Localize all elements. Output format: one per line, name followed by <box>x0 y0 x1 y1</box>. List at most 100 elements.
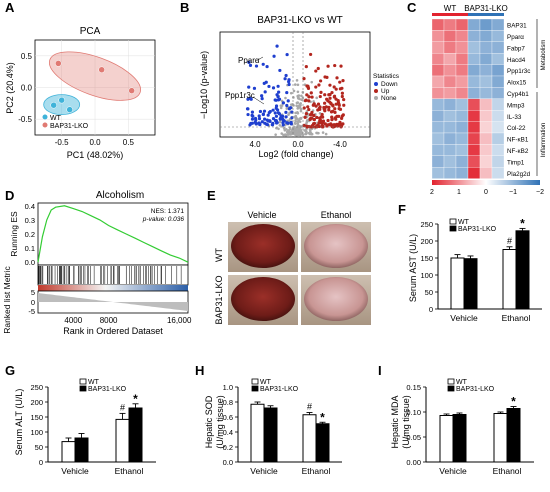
gsea-ylabel-bottom-text: Ranked list Metric <box>2 265 12 333</box>
panel-i: I Hepatic MDA (U/mg tissue) 0.00 0.05 0.10… <box>378 363 534 476</box>
volcano-point-down <box>260 120 264 124</box>
gsea-ylabel-bottom: Ranked list Metric <box>2 265 12 333</box>
volcano-point-up <box>337 107 341 111</box>
volcano-legend-title: Statistics <box>373 73 400 80</box>
heatmap-cell <box>455 98 469 111</box>
bar-f-wt-vehicle <box>450 257 465 310</box>
heatmap-cell <box>431 121 445 134</box>
bar-i-ylabel-2: (U/mg tissue) <box>401 395 411 449</box>
bar-i-ytick: 0.10 <box>406 408 421 417</box>
heatmap-cell <box>431 30 445 42</box>
pca-xtick: 0.0 <box>89 138 101 147</box>
volcano-point-none <box>324 132 328 136</box>
heatmap-gene-label: NF-κB1 <box>507 137 529 144</box>
volcano-point-down <box>272 54 276 58</box>
heatmap-cell <box>443 53 457 65</box>
heatmap-cell <box>491 167 505 179</box>
heatmap-group-inflammation: Inflammation <box>541 123 547 157</box>
heatmap-cell <box>491 144 505 156</box>
heatmap-col-wt: WT <box>444 4 457 13</box>
panel-a-letter: A <box>5 0 15 15</box>
heatmap-gene-label: Cyp4b1 <box>507 91 529 98</box>
volcano-point-down <box>275 44 279 48</box>
volcano-point-up <box>318 105 322 109</box>
bar-h-ytick: 0.4 <box>223 428 233 437</box>
volcano-point-up <box>324 105 328 109</box>
volcano-point-none <box>293 83 297 86</box>
volcano-point-up <box>305 93 309 97</box>
heatmap-scale-tick: −2 <box>536 189 544 196</box>
volcano-point-up <box>317 124 322 129</box>
bar-i-ytick: 0.15 <box>406 383 421 392</box>
volcano-point-none <box>307 131 311 135</box>
volcano-point-up <box>330 118 334 122</box>
volcano-point-up <box>326 118 330 123</box>
pca-point <box>50 101 57 109</box>
volcano-point-up <box>327 108 331 112</box>
volcano-point-down <box>261 62 265 66</box>
volcano-annot-ppara-line <box>255 56 264 62</box>
heatmap-col-ko: BAP31-LKO <box>464 4 508 13</box>
volcano-point-up <box>327 93 331 97</box>
heatmap-cell <box>455 132 469 145</box>
bar-h-ytick: 1.0 <box>223 383 233 392</box>
bar-f-legend-wt: WT <box>458 219 470 226</box>
volcano-point-down <box>249 97 253 101</box>
volcano-point-up <box>338 80 342 84</box>
heatmap-cells <box>431 18 505 179</box>
heatmap-cell <box>479 121 493 134</box>
heatmap-cell <box>491 18 505 31</box>
pca-point <box>128 87 135 94</box>
volcano-point-none <box>291 102 294 106</box>
bar-f-ytick: 0 <box>429 305 433 314</box>
volcano-point-down <box>265 64 269 69</box>
volcano-point-none <box>321 131 325 134</box>
pca-xlabel: PC1 (48.02%) <box>67 150 124 160</box>
volcano-point-up <box>338 120 342 124</box>
volcano-point-up <box>328 83 332 87</box>
heatmap-gene-label: Fabp7 <box>507 45 525 52</box>
gsea-ytick-top: 0.4 <box>25 202 35 211</box>
volcano-point-down <box>287 79 291 84</box>
gsea-hit-bars <box>38 266 182 284</box>
volcano-point-down <box>283 77 287 81</box>
volcano-point-none <box>293 133 297 136</box>
heatmap-cell <box>479 132 493 145</box>
bar-h-ylabel-1: Hepatic SOD <box>204 395 214 448</box>
bar-h-ytick: 0.8 <box>223 398 233 407</box>
volcano-point-none <box>312 100 315 103</box>
volcano-point-none <box>285 106 289 110</box>
volcano-point-up <box>323 122 327 126</box>
volcano-point-none <box>288 111 291 115</box>
bar-f-ko-vehicle <box>463 258 478 310</box>
gsea-ytick-top: 0.2 <box>25 230 35 239</box>
heatmap-cell <box>455 167 469 179</box>
heatmap-color-scale <box>432 180 540 185</box>
bar-f-ytick: 50 <box>425 288 433 297</box>
volcano-point-down <box>278 117 282 121</box>
volcano-point-up <box>333 107 337 111</box>
volcano-point-down <box>257 114 261 118</box>
volcano-point-up <box>316 66 320 71</box>
bar-i-legend-wt-swatch <box>447 378 455 385</box>
bar-i-legend-ko: BAP31-LKO <box>456 386 495 393</box>
volcano-point-down <box>263 121 267 125</box>
volcano-point-up <box>312 102 316 106</box>
volcano-point-up <box>316 102 321 106</box>
heatmap-cell <box>431 41 445 54</box>
volcano-points <box>245 44 346 137</box>
heatmap-cell <box>491 87 505 99</box>
volcano-point-none <box>295 117 299 121</box>
bar-h-star: * <box>320 410 325 424</box>
volcano-point-up <box>309 52 313 57</box>
volcano-annot-ppp1r3c: Ppp1r3c <box>225 91 255 100</box>
volcano-legend-up: Up <box>381 88 390 95</box>
volcano-point-up <box>326 64 330 68</box>
volcano-point-none <box>277 127 280 131</box>
volcano-point-up <box>310 95 314 99</box>
volcano-point-down <box>285 90 289 95</box>
volcano-point-up <box>320 112 324 117</box>
volcano-point-up <box>340 116 344 120</box>
heatmap-gene-label: Ppp1r3c <box>507 68 530 75</box>
volcano-point-none <box>279 106 283 110</box>
